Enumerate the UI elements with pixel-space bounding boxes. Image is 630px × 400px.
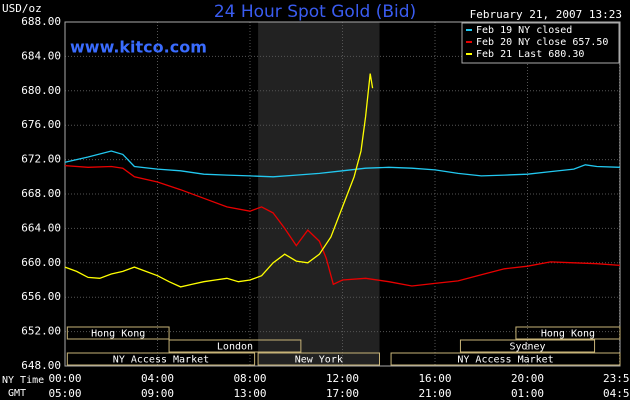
y-axis-label: USD/oz (2, 2, 42, 15)
x2-tick-label: 09:00 (141, 387, 174, 400)
x-tick-label: 00:00 (48, 372, 81, 385)
legend-box (461, 22, 620, 64)
chart-title: 24 Hour Spot Gold (Bid) (214, 2, 416, 22)
legend-label: Feb 21 Last 680.30 (476, 49, 584, 60)
y-tick-label: 676.00 (21, 118, 61, 131)
x2-tick-label: 04:59 (603, 387, 630, 400)
session-box (459, 339, 596, 353)
x-tick-label: 08:00 (233, 372, 266, 385)
x2-tick-label: 01:00 (511, 387, 544, 400)
y-tick-label: 664.00 (21, 221, 61, 234)
timestamp: February 21, 2007 13:23 (470, 8, 622, 21)
session-box (66, 326, 170, 340)
legend-label: Feb 19 NY closed (476, 25, 572, 36)
y-tick-label: 648.00 (21, 359, 61, 372)
session-box (66, 352, 256, 366)
legend-label: Feb 20 NY close 657.50 (476, 37, 608, 48)
y-tick-label: 652.00 (21, 325, 61, 338)
x-tick-label: 16:00 (418, 372, 451, 385)
session-box (257, 352, 380, 366)
session-shade (258, 22, 380, 366)
session-label: Hong Kong (91, 329, 145, 340)
x-axis-label: NY Time (2, 375, 44, 386)
session-label: London (217, 342, 253, 353)
session-label: Sydney (509, 342, 545, 353)
x2-tick-label: 05:00 (48, 387, 81, 400)
session-box (168, 339, 302, 353)
x-tick-label: 23:59 (603, 372, 630, 385)
x2-tick-label: 21:00 (418, 387, 451, 400)
y-tick-label: 656.00 (21, 290, 61, 303)
y-tick-label: 680.00 (21, 84, 61, 97)
session-box (390, 352, 621, 366)
session-label: NY Access Market (457, 355, 553, 366)
line (64, 150, 621, 178)
x2-tick-label: 17:00 (326, 387, 359, 400)
y-tick-label: 688.00 (21, 15, 61, 28)
watermark: www.kitco.com (70, 38, 207, 57)
session-box (515, 326, 621, 340)
session-label: New York (295, 355, 343, 366)
y-tick-label: 668.00 (21, 187, 61, 200)
y-tick-label: 672.00 (21, 153, 61, 166)
x-tick-label: 04:00 (141, 372, 174, 385)
x-tick-label: 12:00 (326, 372, 359, 385)
y-tick-label: 684.00 (21, 49, 61, 62)
y-tick-label: 660.00 (21, 256, 61, 269)
plot-frame (64, 21, 621, 367)
line (64, 73, 374, 288)
x2-axis-label: GMT (8, 388, 26, 399)
x-tick-label: 20:00 (511, 372, 544, 385)
session-label: Hong Kong (541, 329, 595, 340)
x2-tick-label: 13:00 (233, 387, 266, 400)
session-label: NY Access Market (113, 355, 209, 366)
line (64, 164, 621, 287)
